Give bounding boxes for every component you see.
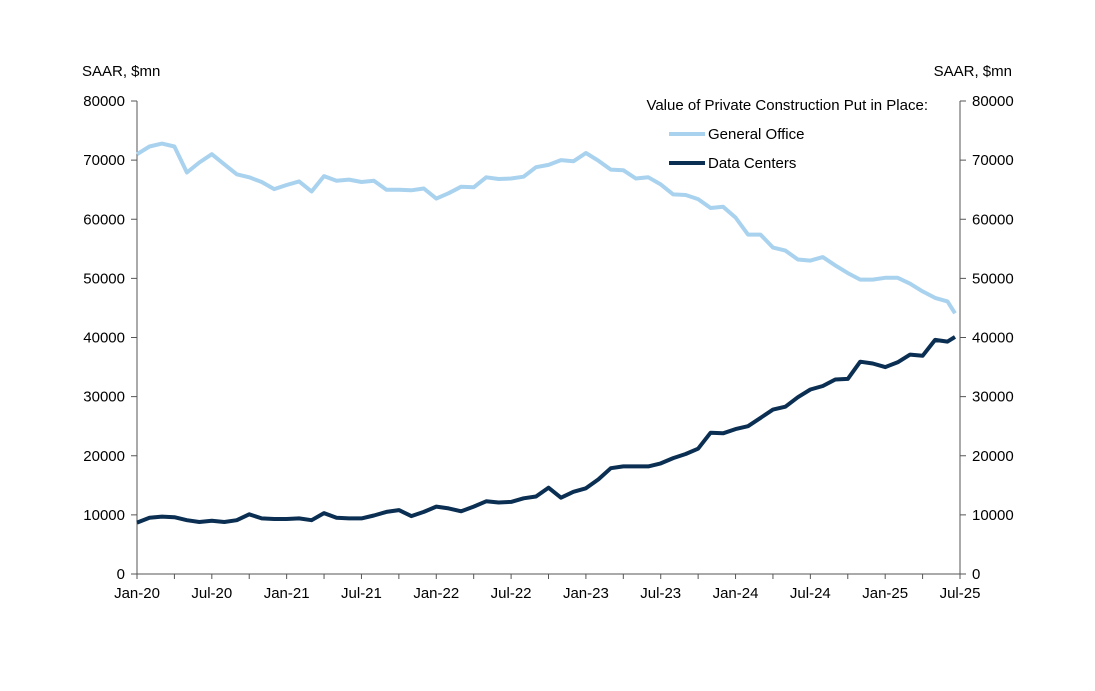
plot-frame xyxy=(136,101,961,575)
y-right-tick-label: 30000 xyxy=(972,389,1014,406)
y-left-tick-label: 70000 xyxy=(83,152,125,169)
x-tick-label: Jan-21 xyxy=(264,585,310,602)
x-axis: Jan-20 Jul-20 Jan-21 Jul-21 Jan-22 Jul-22 Jan-… xyxy=(114,574,980,602)
y-right-tick-label: 20000 xyxy=(972,448,1014,465)
legend-label-data-centers: Data Centers xyxy=(708,155,796,172)
y-left-tick-label: 40000 xyxy=(83,330,125,347)
y-right-tick-label: 0 xyxy=(972,566,980,583)
y-left-tick-label: 80000 xyxy=(83,93,125,110)
y-right-tick-label: 80000 xyxy=(972,93,1014,110)
x-tick-label: Jul-25 xyxy=(940,585,981,602)
x-tick-label: Jan-20 xyxy=(114,585,160,602)
y-left-tick-label: 10000 xyxy=(83,507,125,524)
x-tick-label: Jul-22 xyxy=(491,585,532,602)
x-tick-label: Jan-24 xyxy=(713,585,759,602)
legend-label-general-office: General Office xyxy=(708,126,804,143)
legend-title: Value of Private Construction Put in Pla… xyxy=(646,97,928,114)
x-tick-label: Jul-20 xyxy=(191,585,232,602)
y-right-tick-label: 70000 xyxy=(972,152,1014,169)
x-tick-label: Jan-22 xyxy=(413,585,459,602)
y-axis-left: 0 10000 20000 30000 40000 50000 60000 70000 8000… xyxy=(83,93,137,583)
x-tick-label: Jul-23 xyxy=(640,585,681,602)
y-axis-right-title: SAAR, $mn xyxy=(934,63,1012,80)
series-line-data-centers xyxy=(136,335,957,525)
series-lines xyxy=(135,141,957,525)
x-tick-label: Jan-23 xyxy=(563,585,609,602)
y-left-tick-label: 30000 xyxy=(83,389,125,406)
y-axis-left-title: SAAR, $mn xyxy=(82,63,160,80)
y-right-tick-label: 10000 xyxy=(972,507,1014,524)
y-left-tick-label: 0 xyxy=(117,566,125,583)
series-line-general-office xyxy=(135,141,957,315)
x-tick-label: Jul-24 xyxy=(790,585,831,602)
y-right-tick-label: 60000 xyxy=(972,211,1014,228)
y-axis-right: 0 10000 20000 30000 40000 50000 60000 70000 8000… xyxy=(960,93,1014,583)
x-tick-label: Jan-25 xyxy=(862,585,908,602)
y-right-tick-label: 50000 xyxy=(972,270,1014,287)
y-left-tick-label: 50000 xyxy=(83,270,125,287)
legend: Value of Private Construction Put in Pla… xyxy=(646,97,928,172)
x-tick-label: Jul-21 xyxy=(341,585,382,602)
y-right-tick-label: 40000 xyxy=(972,330,1014,347)
y-left-tick-label: 20000 xyxy=(83,448,125,465)
y-left-tick-label: 60000 xyxy=(83,211,125,228)
